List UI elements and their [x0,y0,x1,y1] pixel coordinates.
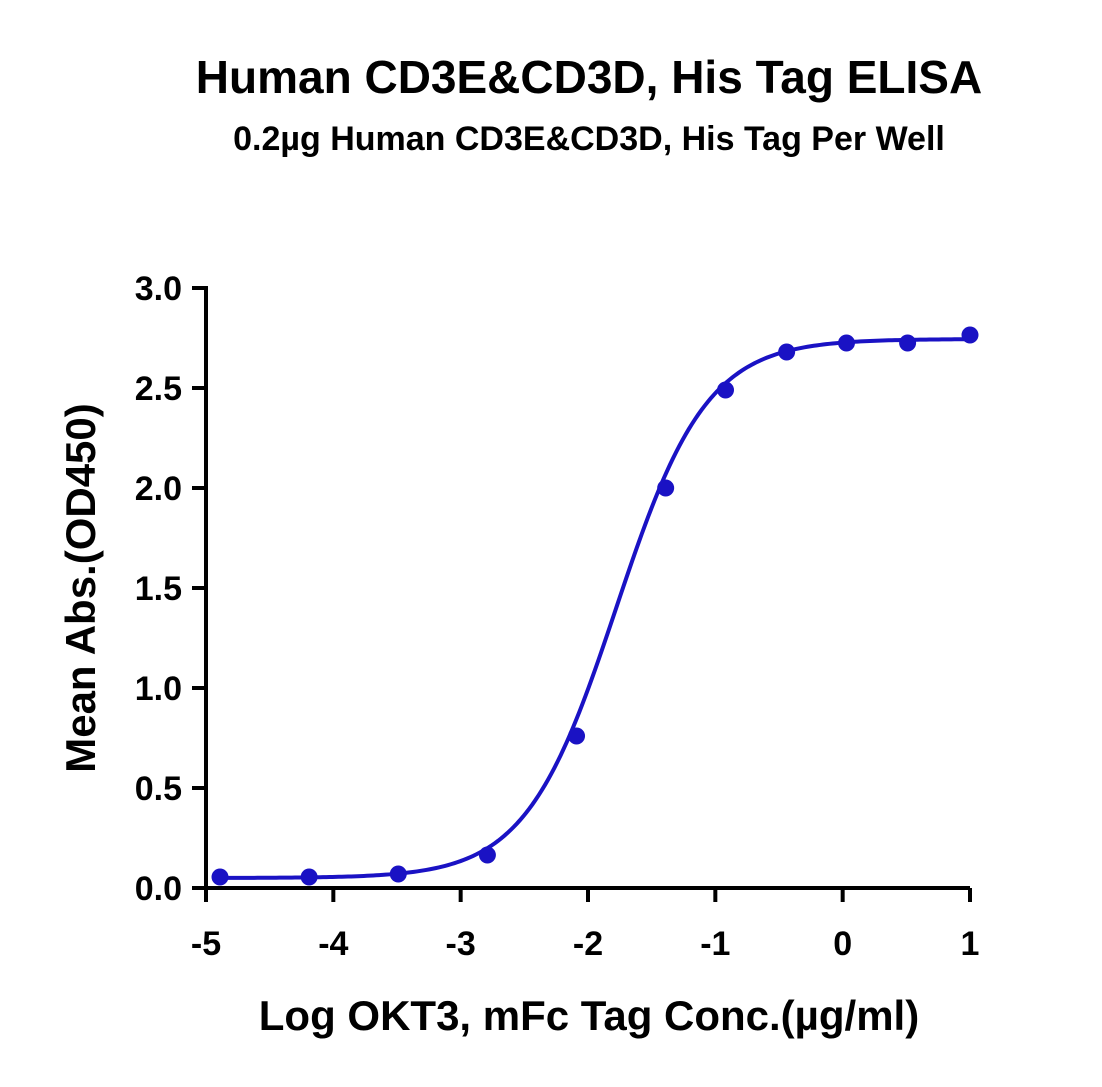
data-point [389,865,407,883]
data-point [211,868,229,886]
chart-subtitle: 0.2µg Human CD3E&CD3D, His Tag Per Well [233,120,945,158]
y-tick-label: 0.0 [135,870,182,908]
data-point [837,334,855,352]
x-tick-label: 1 [961,925,980,963]
data-point [300,868,318,886]
data-point [961,326,979,344]
data-point [478,846,496,864]
y-tick-label: 3.0 [135,270,182,308]
x-tick-label: -5 [191,925,221,963]
data-points [211,326,979,886]
x-ticks: -5 -4 -3 -2 -1 0 1 [191,888,980,963]
x-tick-label: -1 [700,925,730,963]
data-point [899,334,917,352]
x-tick-label: -3 [446,925,476,963]
y-tick-label: 1.5 [135,570,182,608]
y-tick-label: 0.5 [135,770,182,808]
y-ticks: 0.0 0.5 1.0 1.5 2.0 2.5 3.0 [135,270,206,908]
chart-title: Human CD3E&CD3D, His Tag ELISA [196,51,982,103]
x-tick-label: -4 [318,925,348,963]
y-tick-label: 2.0 [135,470,182,508]
data-point [657,479,675,497]
data-point [778,343,796,361]
y-tick-label: 1.0 [135,670,182,708]
fit-curve [220,337,971,880]
axes [204,286,970,890]
x-tick-label: 0 [833,925,852,963]
y-axis-label: Mean Abs.(OD450) [57,403,104,773]
x-axis-label: Log OKT3, mFc Tag Conc.(µg/ml) [259,992,919,1039]
y-tick-label: 2.5 [135,370,182,408]
data-point [568,727,586,745]
x-tick-label: -2 [573,925,603,963]
data-point [717,381,735,399]
